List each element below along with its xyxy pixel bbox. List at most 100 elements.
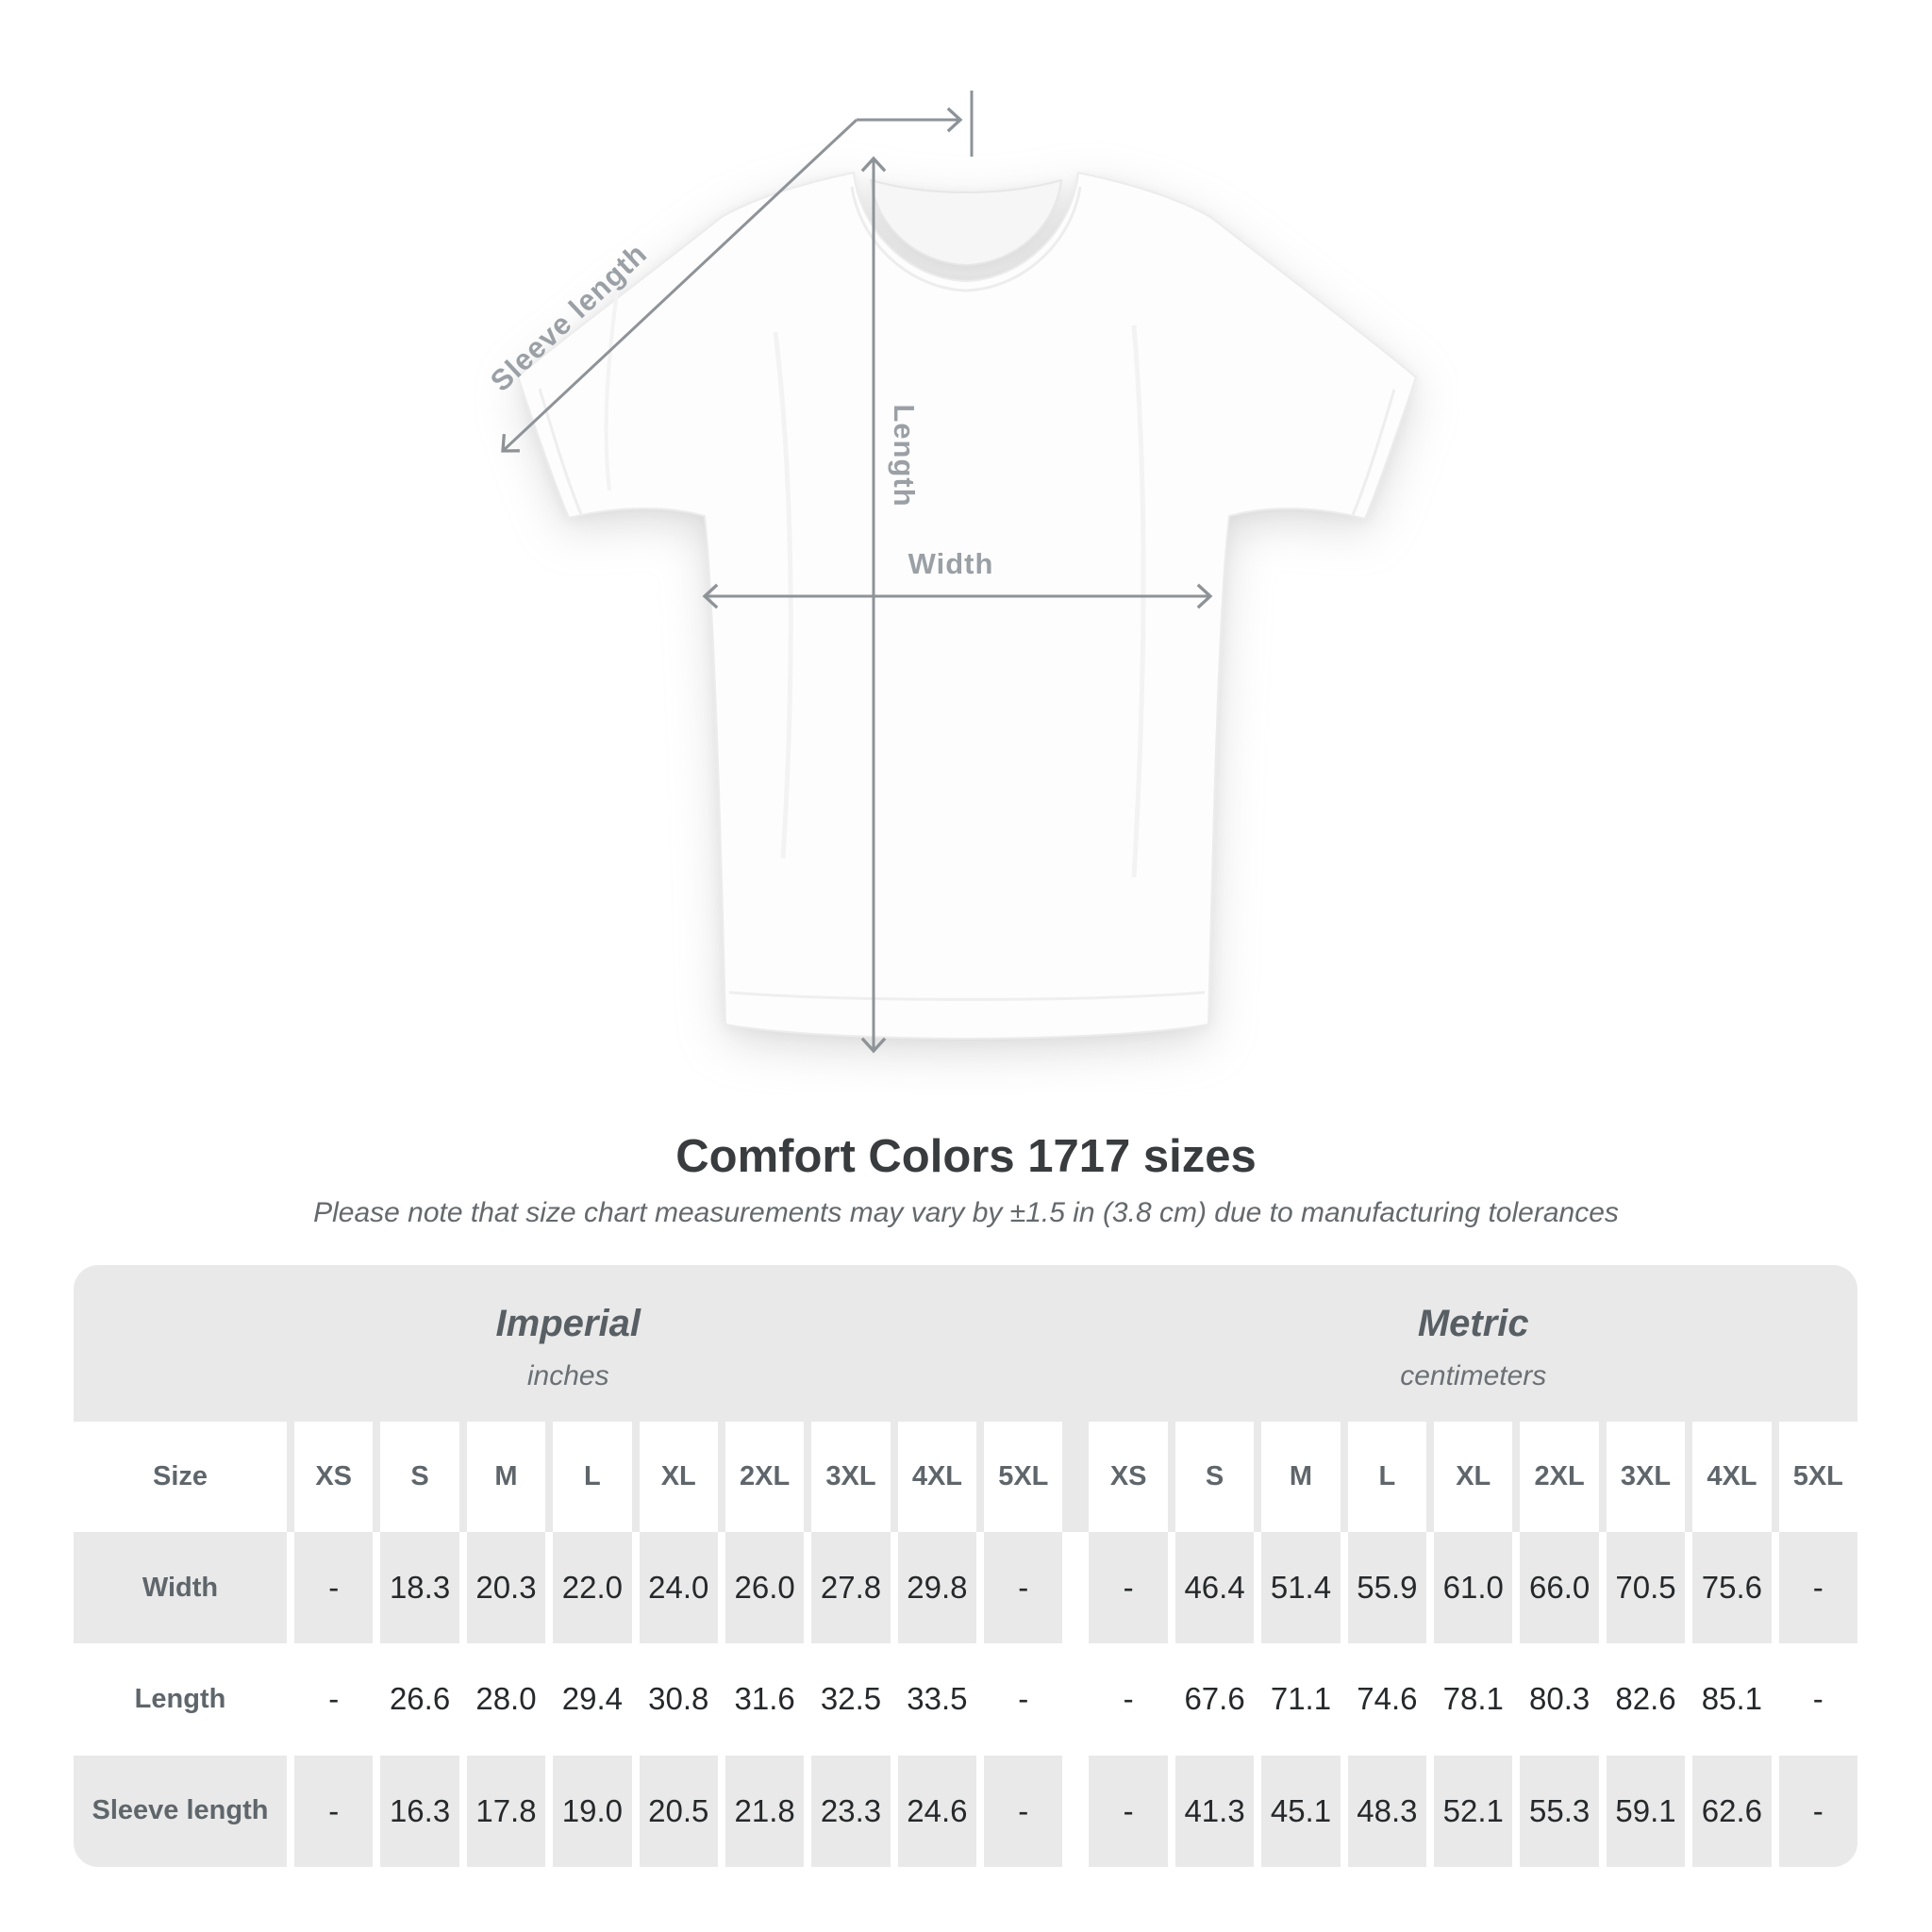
- length-label: Length: [888, 404, 921, 507]
- table-cell: 33.5: [897, 1643, 977, 1756]
- table-cell: 26.0: [724, 1532, 805, 1644]
- row-label: Sleeve length: [74, 1755, 287, 1867]
- table-cell: 20.5: [639, 1755, 718, 1867]
- table-cell: 75.6: [1692, 1532, 1772, 1644]
- size-column-header: 3XL: [1606, 1422, 1686, 1532]
- size-column-header: XS: [294, 1422, 374, 1532]
- table-cell: 30.8: [639, 1643, 718, 1756]
- table-cell: 31.6: [724, 1643, 805, 1756]
- table-cell: 29.4: [553, 1643, 632, 1756]
- table-cell: -: [1089, 1755, 1168, 1867]
- size-column-header: L: [1347, 1422, 1427, 1532]
- table-cell: 48.3: [1347, 1755, 1427, 1867]
- table-cell: 61.0: [1434, 1532, 1513, 1644]
- table-cell: 52.1: [1434, 1755, 1513, 1867]
- table-cell: 82.6: [1606, 1643, 1686, 1756]
- table-cell: 66.0: [1520, 1532, 1599, 1644]
- table-cell: 24.0: [639, 1532, 718, 1644]
- table-cell: 26.6: [380, 1643, 459, 1756]
- sleeve-length-arrow: [501, 118, 858, 453]
- bottom-hem-seam: [728, 991, 1206, 1001]
- table-cell: 24.6: [897, 1755, 977, 1867]
- table-cell: 62.6: [1692, 1755, 1772, 1867]
- collar-opening: [869, 178, 1063, 267]
- size-corner-label: Size: [74, 1422, 287, 1532]
- column-spacer: [1070, 1643, 1081, 1755]
- tolerance-note: Please note that size chart measurements…: [313, 1197, 1619, 1228]
- metric-units-header: Metric centimeters: [1090, 1265, 1858, 1422]
- table-cell: -: [294, 1643, 374, 1756]
- table-cell: 55.3: [1520, 1755, 1599, 1867]
- width-label: Width: [908, 547, 994, 580]
- column-spacer: [1070, 1532, 1081, 1643]
- table-cell: 55.9: [1347, 1532, 1427, 1644]
- metric-label: Metric: [1417, 1302, 1529, 1344]
- size-column-header: 4XL: [897, 1422, 977, 1532]
- table-cell: -: [1778, 1643, 1857, 1756]
- tshirt-body: [516, 171, 1418, 1041]
- size-column-header: L: [553, 1422, 632, 1532]
- table-cell: 28.0: [466, 1643, 546, 1756]
- table-cell: 29.8: [897, 1532, 977, 1644]
- sleeve-hem-right: [1351, 389, 1396, 516]
- table-cell: 32.5: [811, 1643, 891, 1756]
- size-column-header: 5XL: [984, 1422, 1063, 1532]
- table-row-length: Length -26.6 28.0 29.4 30.8 31.6 32.5 33.5- -67.…: [74, 1643, 1857, 1756]
- table-cell: -: [984, 1643, 1063, 1756]
- table-cell: 80.3: [1520, 1643, 1599, 1756]
- metric-sublabel: centimeters: [1400, 1359, 1547, 1391]
- table-cell: 51.4: [1261, 1532, 1341, 1644]
- table-cell: 18.3: [380, 1532, 459, 1644]
- tshirt-illustration: [516, 171, 1418, 1041]
- table-cell: 74.6: [1347, 1643, 1427, 1756]
- size-column-header: M: [466, 1422, 546, 1532]
- fabric-crease: [604, 282, 620, 491]
- imperial-units-header: Imperial inches: [74, 1265, 1063, 1422]
- table-cell: 78.1: [1434, 1643, 1513, 1756]
- table-cell: 41.3: [1174, 1755, 1255, 1867]
- size-column-header: 2XL: [1520, 1422, 1599, 1532]
- table-cell: 22.0: [553, 1532, 632, 1644]
- table-cell: 21.8: [724, 1755, 805, 1867]
- size-table: Imperial inches Metric centimeters Size X…: [74, 1265, 1857, 1867]
- size-column-header: 4XL: [1692, 1422, 1772, 1532]
- size-column-header: S: [380, 1422, 459, 1532]
- table-cell: 19.0: [553, 1755, 632, 1867]
- imperial-sublabel: inches: [526, 1359, 609, 1391]
- table-cell: -: [1089, 1532, 1168, 1644]
- size-column-header: 3XL: [811, 1422, 891, 1532]
- sleeve-hem-left: [538, 388, 583, 515]
- table-cell: 46.4: [1174, 1532, 1255, 1644]
- table-cell: -: [1778, 1755, 1857, 1867]
- size-table-body: Width -18.3 20.3 22.0 24.0 26.0 27.8 29.8- -46.4…: [74, 1532, 1857, 1867]
- row-label: Length: [74, 1643, 287, 1756]
- size-header-row: Size XS S M L XL 2XL 3XL 4XL 5XL XS S M L XL 2XL 3XL 4XL 5…: [74, 1422, 1857, 1532]
- size-column-header: 5XL: [1778, 1422, 1857, 1532]
- table-cell: -: [294, 1532, 374, 1644]
- column-spacer: [1070, 1756, 1081, 1867]
- units-band: Imperial inches Metric centimeters: [74, 1265, 1857, 1422]
- table-cell: 23.3: [811, 1755, 891, 1867]
- table-cell: -: [984, 1532, 1063, 1644]
- table-cell: 70.5: [1606, 1532, 1686, 1644]
- table-cell: 17.8: [466, 1755, 546, 1867]
- table-row-width: Width -18.3 20.3 22.0 24.0 26.0 27.8 29.8- -46.4…: [74, 1532, 1857, 1644]
- table-cell: -: [984, 1755, 1063, 1867]
- table-cell: 16.3: [380, 1755, 459, 1867]
- size-column-header: XS: [1089, 1422, 1168, 1532]
- table-cell: 27.8: [811, 1532, 891, 1644]
- column-spacer: [1070, 1422, 1081, 1532]
- table-cell: -: [294, 1755, 374, 1867]
- table-cell: 45.1: [1261, 1755, 1341, 1867]
- tshirt-measurement-diagram: Sleeve length Length Width: [484, 91, 1418, 1054]
- table-cell: -: [1778, 1532, 1857, 1644]
- size-column-header: XL: [1434, 1422, 1513, 1532]
- size-column-header: 2XL: [724, 1422, 805, 1532]
- size-column-header: XL: [639, 1422, 718, 1532]
- table-cell: 71.1: [1261, 1643, 1341, 1756]
- table-cell: 59.1: [1606, 1755, 1686, 1867]
- row-label: Width: [74, 1532, 287, 1644]
- table-cell: 20.3: [466, 1532, 546, 1644]
- imperial-label: Imperial: [495, 1302, 641, 1344]
